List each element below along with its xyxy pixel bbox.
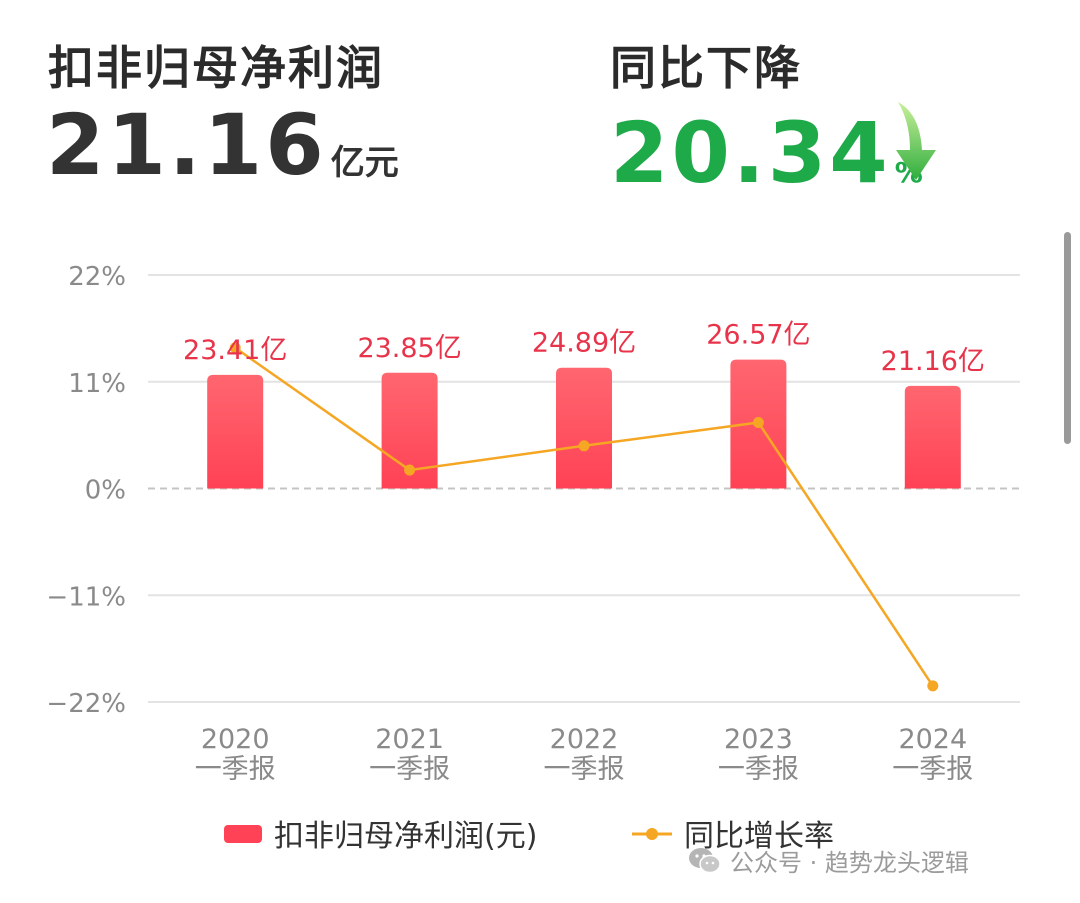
y-tick-label: −22%: [46, 689, 126, 719]
chart-legend: 扣非归母净利润(元) 同比增长率: [224, 819, 834, 854]
bar-value-label: 21.16亿: [881, 346, 985, 377]
bar-value-label: 24.89亿: [532, 328, 636, 359]
profit-bar: [556, 367, 612, 489]
bar-value-label: 23.41亿: [183, 335, 287, 366]
growth-point: [578, 440, 590, 452]
wechat-icon: [689, 847, 721, 873]
profit-bars: [207, 359, 961, 489]
x-tick-label: 一季报: [718, 754, 799, 785]
profit-bar: [904, 385, 961, 489]
yoy-metric-title: 同比下降: [610, 41, 802, 95]
bar-data-labels: 23.41亿 23.85亿 24.89亿 26.57亿 21.16亿: [183, 320, 985, 377]
y-tick-label: −11%: [46, 582, 126, 612]
x-tick-label: 2024: [898, 724, 967, 755]
x-tick-label: 一季报: [195, 754, 276, 785]
legend-bar-label: 扣非归母净利润(元): [274, 819, 537, 854]
legend-line-label: 同比增长率: [684, 819, 834, 854]
profit-bar: [207, 374, 264, 489]
scrollbar-thumb[interactable]: [1064, 232, 1071, 444]
y-tick-label: 22%: [68, 262, 126, 292]
bar-value-label: 26.57亿: [706, 320, 810, 351]
bar-value-label: 23.85亿: [357, 333, 461, 364]
y-tick-label: 11%: [68, 369, 126, 399]
yoy-metric-value: 20.34: [610, 104, 891, 202]
x-tick-label: 一季报: [369, 754, 450, 785]
x-tick-label: 2020: [201, 724, 270, 755]
x-tick-label: 一季报: [544, 754, 625, 785]
profit-metric-unit: 亿元: [330, 143, 399, 183]
x-tick-label: 一季报: [892, 754, 973, 785]
legend-bar-swatch: [224, 825, 262, 843]
growth-point: [229, 342, 241, 354]
watermark: 公众号 · 趋势龙头逻辑: [688, 843, 969, 878]
x-tick-label: 2023: [724, 724, 793, 755]
growth-line: [229, 342, 939, 692]
legend-line-marker: [646, 828, 658, 840]
profit-metric-value-row: 21.16 亿元: [46, 96, 399, 194]
growth-point: [404, 464, 416, 476]
watermark-text: 公众号 · 趋势龙头逻辑: [730, 849, 969, 877]
x-tick-label: 2021: [375, 724, 444, 755]
down-arrow-icon: [896, 102, 936, 180]
profit-metric-title: 扣非归母净利润: [48, 41, 384, 95]
y-axis-ticks: 22% 11% 0% −11% −22%: [46, 262, 126, 719]
y-tick-label: 0%: [85, 476, 126, 506]
x-tick-label: 2022: [550, 724, 619, 755]
growth-point: [752, 417, 764, 429]
profit-metric-value: 21.16: [46, 96, 327, 194]
growth-point: [927, 680, 939, 692]
